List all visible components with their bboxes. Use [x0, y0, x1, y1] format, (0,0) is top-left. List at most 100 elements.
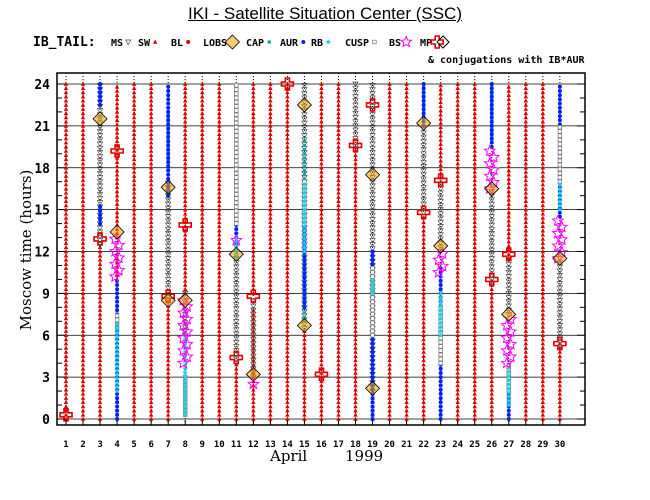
mark-sw-day8 [183, 115, 188, 120]
mark-sw-day8 [183, 278, 188, 283]
mark-sw-day6 [148, 353, 154, 358]
mark-sw-day24 [455, 81, 460, 86]
mark-sw-day2 [80, 81, 86, 86]
mark-sw-day2 [80, 194, 86, 199]
mark-cusp-day19 [370, 324, 375, 330]
mark-sw-day9 [200, 186, 205, 191]
mark-cusp-day30 [557, 129, 563, 134]
mark-sw-day5 [131, 152, 137, 157]
mark-sw-day25 [472, 123, 477, 128]
mark-sw-day25 [472, 169, 477, 174]
mark-cusp-day11 [234, 166, 239, 172]
mark-cusp-day11 [234, 91, 239, 96]
mark-sw-day20 [387, 228, 392, 233]
mark-sw-day4 [114, 130, 120, 135]
mark-sw-day30 [557, 395, 563, 400]
mark-sw-day2 [80, 408, 86, 413]
mark-sw-day26 [489, 353, 494, 358]
mark-aur-day7 [166, 118, 171, 123]
mark-sw-day9 [200, 228, 205, 233]
mark-sw-day24 [455, 328, 460, 333]
mark-sw-day27 [506, 218, 511, 223]
mark-sw-day14 [285, 383, 290, 388]
mark-sw-day30 [557, 378, 563, 384]
mark-sw-day2 [80, 307, 86, 312]
mark-sw-day1 [63, 148, 69, 153]
day-column-1 [59, 81, 73, 422]
mark-sw-day16 [319, 144, 324, 149]
mark-sw-day3 [97, 282, 103, 287]
mark-sw-day13 [268, 223, 273, 229]
mark-sw-day22 [421, 362, 426, 367]
marker-lobs-day7 [160, 179, 176, 195]
marker-mp-day8 [178, 218, 193, 232]
mark-sw-day26 [489, 378, 494, 384]
mark-rb-day27 [505, 381, 512, 387]
mark-sw-day25 [472, 110, 477, 116]
mark-sw-day2 [80, 341, 86, 346]
mark-sw-day9 [200, 286, 205, 291]
mark-sw-day27 [506, 159, 511, 164]
mark-sw-day10 [217, 228, 222, 233]
mark-sw-day17 [336, 345, 341, 350]
mark-sw-day10 [217, 395, 222, 400]
mark-sw-day13 [268, 89, 273, 95]
mark-sw-day4 [114, 151, 120, 156]
mark-sw-day18 [353, 403, 358, 409]
mark-sw-day29 [540, 219, 546, 224]
mark-sw-day12 [251, 85, 256, 90]
mark-sw-day29 [540, 228, 546, 233]
mark-sw-day12 [251, 169, 256, 174]
mark-sw-day3 [97, 253, 103, 258]
mark-sw-day5 [131, 119, 137, 124]
mark-aur-day26 [489, 119, 494, 124]
mark-sw-day6 [148, 182, 154, 187]
mark-sw-day13 [268, 240, 273, 245]
mark-sw-day24 [455, 332, 460, 338]
mark-sw-day22 [421, 236, 426, 241]
mark-sw-day5 [131, 299, 137, 304]
mark-sw-day4 [114, 255, 120, 261]
mark-sw-day30 [557, 370, 563, 375]
mark-sw-day22 [421, 261, 426, 266]
mark-sw-day29 [540, 274, 546, 279]
mark-sw-day24 [455, 261, 460, 266]
mark-sw-day16 [319, 173, 324, 178]
marker-mp-day30 [553, 336, 567, 351]
mark-sw-day21 [404, 303, 409, 308]
mark-sw-day17 [336, 223, 341, 229]
mark-sw-day24 [455, 408, 460, 413]
day-column-8 [176, 81, 194, 418]
mark-sw-day3 [97, 403, 103, 409]
mark-sw-day4 [114, 168, 120, 173]
mark-sw-day17 [336, 244, 341, 250]
mark-sw-day4 [114, 209, 120, 215]
mark-sw-day10 [217, 152, 222, 157]
mark-sw-day10 [217, 161, 222, 166]
mark-sw-day20 [387, 295, 392, 300]
mark-sw-day22 [421, 345, 426, 350]
mark-sw-day14 [285, 265, 290, 271]
mark-sw-day10 [217, 119, 222, 124]
mark-sw-day28 [523, 194, 529, 199]
marker-mp-day27 [501, 247, 516, 262]
mark-sw-day1 [63, 177, 69, 183]
mark-sw-day12 [251, 416, 256, 421]
mark-aur-day22 [421, 90, 426, 95]
mark-sw-day16 [319, 303, 324, 308]
mark-sw-day22 [421, 408, 426, 413]
mark-sw-day23 [438, 154, 443, 159]
mark-sw-day12 [251, 278, 256, 283]
mark-sw-day6 [148, 295, 154, 300]
mark-sw-day23 [438, 91, 443, 96]
mark-aur-day23 [438, 387, 443, 392]
mark-sw-day13 [268, 161, 273, 166]
mark-sw-day3 [97, 249, 103, 254]
mark-sw-day10 [217, 223, 222, 229]
mark-sw-day17 [336, 148, 341, 153]
mark-sw-day18 [353, 265, 358, 271]
mark-sw-day13 [268, 320, 273, 325]
mark-sw-day5 [131, 165, 137, 170]
mark-aur-day7 [166, 109, 171, 114]
mark-sw-day24 [455, 282, 460, 287]
